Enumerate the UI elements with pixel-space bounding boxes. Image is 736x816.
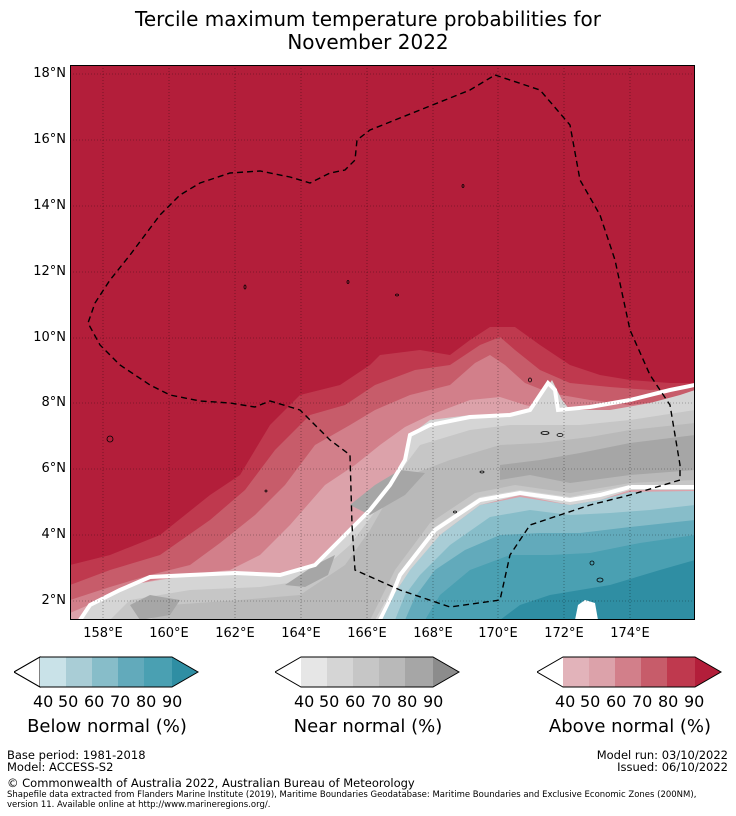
cbar-above-seg-5 — [667, 657, 695, 687]
region-below-90 — [500, 560, 695, 620]
cbar-above-seg-1 — [563, 657, 589, 687]
cbar-below-seg-5 — [144, 657, 172, 687]
lat-label-14n: 14°N — [33, 198, 66, 213]
base-period: Base period: 1981-2018 — [7, 748, 146, 762]
contour-above-near — [78, 379, 695, 620]
lon-label-162e: 162°E — [215, 626, 255, 641]
contour-near-below — [378, 485, 695, 620]
eez-boundary — [87, 74, 681, 608]
islands — [106, 184, 604, 583]
probability-map — [70, 65, 695, 620]
model-run-date: Model run: 03/10/2022 — [596, 748, 728, 762]
chart-title: Tercile maximum temperature probabilitie… — [0, 8, 736, 54]
cbar-near-tick-70: 70 — [371, 692, 392, 711]
colorbar-below — [14, 656, 200, 688]
cbar-below-seg-0 — [14, 656, 41, 688]
cbar-above-seg-6 — [695, 657, 721, 687]
cbar-above-seg-3 — [615, 657, 641, 687]
cbar-near-seg-4 — [379, 657, 405, 687]
lat-label-10n: 10°N — [33, 330, 66, 345]
cbar-below-seg-3 — [92, 657, 118, 687]
cbar-near-tick-60: 60 — [345, 692, 366, 711]
colorbar-near — [275, 656, 461, 688]
lon-label-168e: 168°E — [413, 626, 453, 641]
lon-label-174e: 174°E — [610, 626, 650, 641]
colorbar-above — [537, 656, 723, 688]
cbar-below-seg-6 — [172, 657, 198, 687]
cbar-below-seg-2 — [66, 657, 92, 687]
cbar-above-seg-2 — [589, 657, 615, 687]
lat-label-2n: 2°N — [41, 593, 67, 608]
lon-label-164e: 164°E — [281, 626, 321, 641]
cbar-below-tick-50: 50 — [58, 692, 79, 711]
copyright-notice: © Commonwealth of Australia 2022, Austra… — [7, 776, 415, 790]
cbar-above-tick-50: 50 — [580, 692, 601, 711]
cbar-above-seg-4 — [641, 657, 667, 687]
cbar-below-tick-60: 60 — [84, 692, 105, 711]
cbar-above-tick-70: 70 — [632, 692, 653, 711]
lat-label-6n: 6°N — [41, 461, 67, 476]
lat-label-12n: 12°N — [33, 264, 66, 279]
cbar-below-tick-70: 70 — [110, 692, 131, 711]
region-below-low — [575, 600, 598, 620]
cbar-above-tick-90: 90 — [684, 692, 705, 711]
map-frame — [70, 65, 695, 620]
lon-label-172e: 172°E — [544, 626, 584, 641]
lat-label-18n: 18°N — [33, 66, 66, 81]
title-line-2: November 2022 — [287, 30, 449, 54]
title-line-1: Tercile maximum temperature probabilitie… — [135, 7, 601, 31]
lat-label-8n: 8°N — [41, 395, 67, 410]
cbar-below-seg-4 — [118, 657, 144, 687]
cbar-near-seg-6 — [433, 657, 459, 687]
graticule — [70, 65, 695, 620]
cbar-near-seg-1 — [301, 657, 327, 687]
cbar-above-tick-40: 40 — [555, 692, 576, 711]
cbar-above-seg-0 — [537, 657, 563, 687]
cbar-below-tick-40: 40 — [33, 692, 54, 711]
cbar-near-seg-3 — [353, 657, 379, 687]
lon-label-170e: 170°E — [478, 626, 518, 641]
region-near-80 — [130, 435, 695, 620]
shapefile-attribution: Shapefile data extracted from Flanders M… — [7, 790, 697, 810]
lat-label-16n: 16°N — [33, 132, 66, 147]
cbar-below-tick-80: 80 — [136, 692, 157, 711]
cbar-near-tick-90: 90 — [423, 692, 444, 711]
cbar-above-title: Above normal (%) — [548, 716, 712, 737]
cbar-near-tick-80: 80 — [397, 692, 418, 711]
lat-label-4n: 4°N — [41, 527, 67, 542]
cbar-near-seg-0 — [275, 657, 301, 687]
cbar-near-seg-5 — [405, 657, 433, 687]
cbar-below-seg-1 — [40, 657, 66, 687]
cbar-above-tick-60: 60 — [606, 692, 627, 711]
cbar-near-tick-40: 40 — [294, 692, 315, 711]
cbar-above-tick-80: 80 — [658, 692, 679, 711]
lon-label-160e: 160°E — [149, 626, 189, 641]
cbar-near-title: Near normal (%) — [293, 716, 443, 737]
cbar-near-seg-2 — [327, 657, 353, 687]
lon-label-166e: 166°E — [347, 626, 387, 641]
cbar-below-tick-90: 90 — [162, 692, 183, 711]
cbar-near-tick-50: 50 — [319, 692, 340, 711]
issued-date: Issued: 06/10/2022 — [617, 760, 728, 774]
model-name: Model: ACCESS-S2 — [7, 760, 114, 774]
lon-label-158e: 158°E — [83, 626, 123, 641]
cbar-below-title: Below normal (%) — [27, 716, 187, 737]
